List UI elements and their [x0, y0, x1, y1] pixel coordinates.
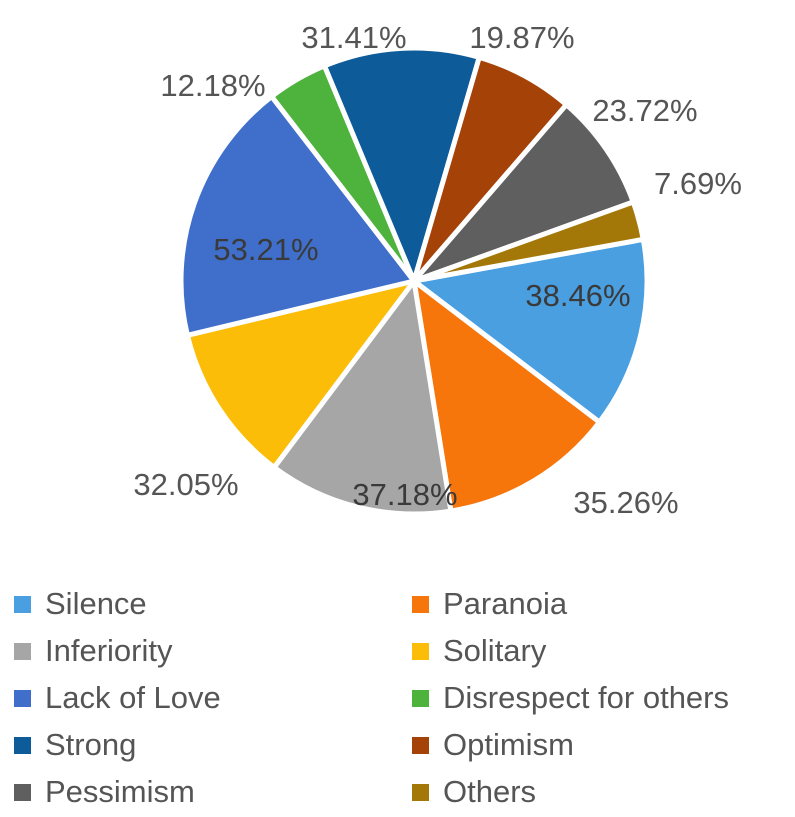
pie-slice-pessimism — [411, 102, 636, 284]
pie-slice-solitary — [184, 278, 417, 470]
data-label-silence: 38.46% — [525, 278, 630, 313]
legend-swatch-strong — [14, 736, 31, 754]
legend-swatch-pessimism — [14, 783, 31, 801]
pie-slice-others — [411, 199, 646, 284]
legend-item-solitary: Solitary — [412, 633, 546, 669]
legend-item-silence: Silence — [14, 586, 147, 622]
legend-item-pessimism: Pessimism — [14, 774, 195, 810]
legend-item-others: Others — [412, 774, 536, 810]
data-label-disrespect-for-others: 12.18% — [160, 68, 265, 103]
legend-swatch-others — [412, 783, 429, 801]
legend-label: Solitary — [443, 633, 547, 668]
legend-label: Pessimism — [45, 774, 195, 809]
legend-label: Others — [443, 774, 537, 809]
legend: Silence Paranoia Inferiority Solitary Lack o… — [14, 586, 795, 817]
legend-label: Strong — [45, 727, 137, 762]
pie-slice-paranoia — [411, 278, 602, 514]
legend-item-inferiority: Inferiority — [14, 633, 172, 669]
legend-label: Paranoia — [443, 586, 568, 621]
legend-item-strong: Strong — [14, 727, 136, 763]
legend-item-lack-of-love: Lack of Love — [14, 680, 221, 716]
legend-label: Disrespect for others — [443, 680, 729, 715]
pie-slice-strong — [322, 45, 482, 284]
data-label-pessimism: 23.72% — [592, 93, 697, 128]
data-label-strong: 31.41% — [301, 20, 406, 55]
legend-swatch-disrespect-for-others — [412, 689, 429, 707]
legend-swatch-lack-of-love — [14, 689, 31, 707]
legend-item-optimism: Optimism — [412, 727, 574, 763]
data-label-paranoia: 35.26% — [573, 485, 678, 520]
legend-swatch-solitary — [412, 642, 429, 660]
legend-item-paranoia: Paranoia — [412, 586, 567, 622]
legend-label: Silence — [45, 586, 147, 621]
data-label-lack-of-love: 53.21% — [213, 232, 318, 267]
pie-chart: 38.46% 35.26% 37.18% 32.05% 53.21% 12.18% 31.4… — [133, 20, 742, 520]
legend-item-disrespect-for-others: Disrespect for others — [412, 680, 729, 716]
pie-slice-lack-of-love — [178, 94, 417, 338]
legend-swatch-silence — [14, 595, 31, 613]
legend-swatch-optimism — [412, 736, 429, 754]
pie-slice-inferiority — [271, 278, 454, 517]
legend-label: Inferiority — [45, 633, 173, 668]
data-label-solitary: 32.05% — [133, 467, 238, 502]
pie-slice-silence — [411, 236, 650, 425]
legend-label: Lack of Love — [45, 680, 221, 715]
data-label-inferiority: 37.18% — [352, 477, 457, 512]
legend-swatch-paranoia — [412, 595, 429, 613]
data-label-others: 7.69% — [654, 166, 742, 201]
legend-label: Optimism — [443, 727, 574, 762]
legend-swatch-inferiority — [14, 642, 31, 660]
data-label-optimism: 19.87% — [469, 20, 574, 55]
